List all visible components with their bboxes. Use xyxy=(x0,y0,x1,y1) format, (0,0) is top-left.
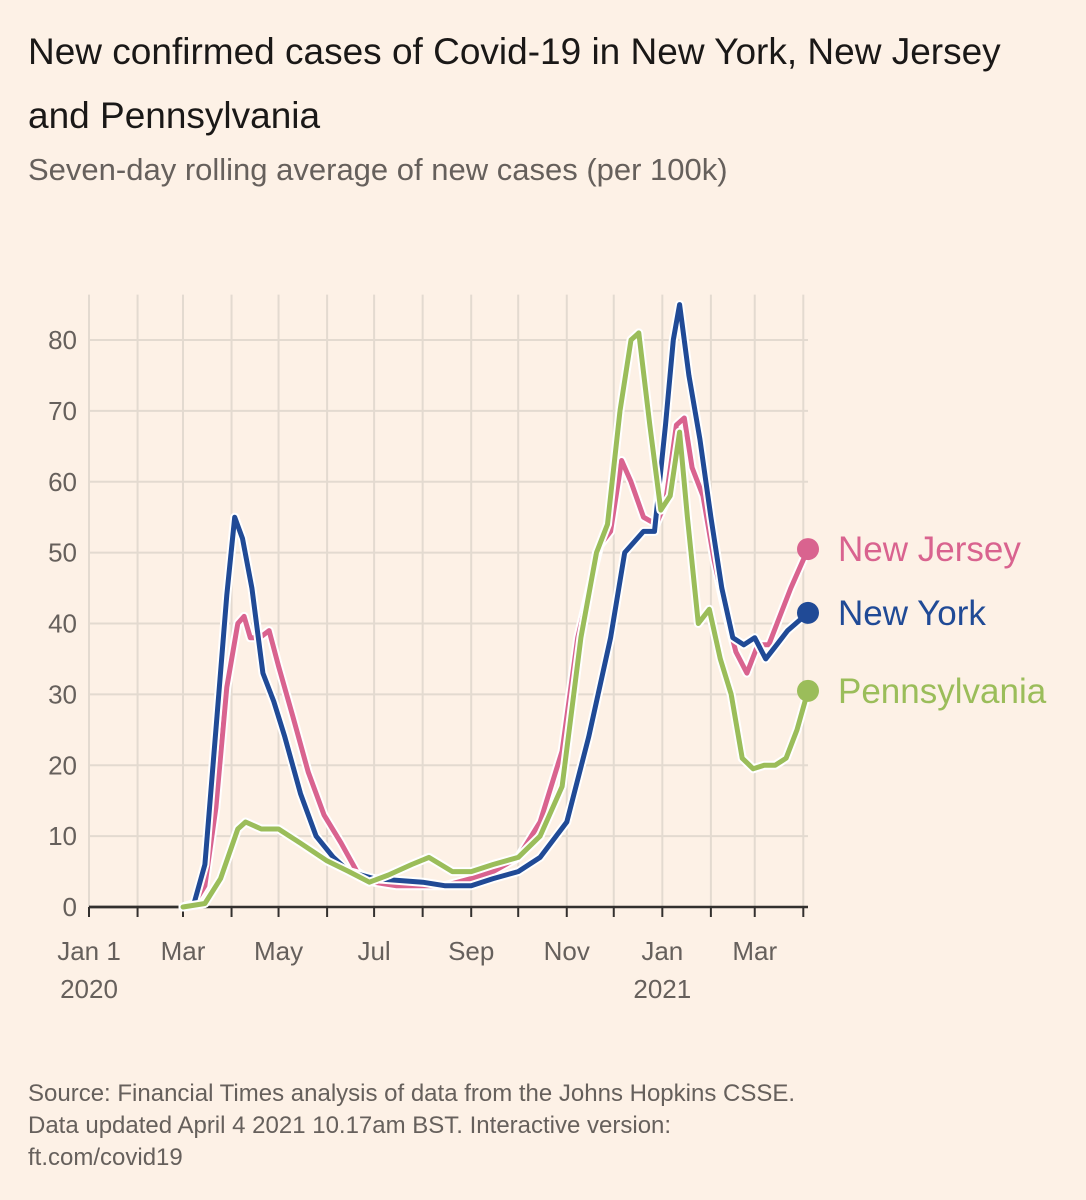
y-tick-label: 60 xyxy=(48,467,77,497)
x-tick-label: Jul xyxy=(357,936,390,966)
source-note: Source: Financial Times analysis of data… xyxy=(28,1078,1068,1174)
y-tick-label: 20 xyxy=(48,750,77,780)
x-tick-sublabel: 2021 xyxy=(633,974,691,1004)
x-tick-label: Sep xyxy=(448,936,494,966)
x-tick-label: May xyxy=(254,936,303,966)
series-end-dot-new-jersey xyxy=(797,538,819,561)
x-tick-sublabel: 2020 xyxy=(60,974,118,1004)
chart-subtitle: Seven-day rolling average of new cases (… xyxy=(28,152,728,187)
series-lines xyxy=(178,300,813,912)
y-tick-label: 40 xyxy=(48,609,77,639)
series-label-new-york: New York xyxy=(838,594,986,633)
chart-title: New confirmed cases of Covid-19 in New Y… xyxy=(28,31,1001,136)
series-line-new-jersey xyxy=(180,415,811,910)
x-tick-label: Jan 1 xyxy=(57,936,121,966)
series-halo-new-york xyxy=(178,300,813,912)
x-tick-label: Nov xyxy=(544,936,590,966)
y-tick-label: 10 xyxy=(48,821,77,851)
series-line-pennsylvania xyxy=(180,330,811,910)
y-tick-label: 30 xyxy=(48,679,77,709)
series-labels: New Jersey New York Pennsylvania xyxy=(797,530,1047,711)
x-tick-label: Jan xyxy=(641,936,683,966)
series-label-pennsylvania: Pennsylvania xyxy=(838,672,1047,711)
series-end-dot-new-york xyxy=(797,601,819,624)
y-tick-label: 80 xyxy=(48,325,77,355)
series-halo-pennsylvania xyxy=(178,328,813,912)
source-line: ft.com/covid19 xyxy=(28,1144,183,1171)
x-tick-label: Mar xyxy=(732,936,777,966)
y-tick-label: 70 xyxy=(48,396,77,426)
axes: 0 10 20 30 40 50 60 70 80 Jan 1 2020 Mar May Jul Sep No… xyxy=(48,325,808,1004)
line-chart: 0 10 20 30 40 50 60 70 80 Jan 1 2020 Mar May Jul Sep No… xyxy=(48,294,1047,1004)
series-end-dot-pennsylvania xyxy=(797,679,819,702)
y-tick-label: 50 xyxy=(48,538,77,568)
series-label-new-jersey: New Jersey xyxy=(838,530,1021,569)
source-line: Data updated April 4 2021 10.17am BST. I… xyxy=(28,1112,672,1139)
x-tick-label: Mar xyxy=(161,936,206,966)
y-tick-label: 0 xyxy=(63,892,77,922)
series-line-new-york xyxy=(180,302,811,910)
source-line: Source: Financial Times analysis of data… xyxy=(28,1080,796,1107)
